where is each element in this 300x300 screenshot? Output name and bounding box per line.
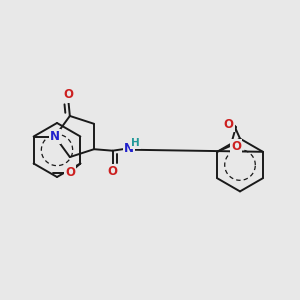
Text: O: O xyxy=(65,166,75,179)
Text: N: N xyxy=(124,142,134,155)
Text: H: H xyxy=(131,138,140,148)
Text: O: O xyxy=(224,118,234,131)
Text: O: O xyxy=(63,88,73,101)
Text: N: N xyxy=(50,130,60,143)
Text: O: O xyxy=(231,140,241,153)
Text: O: O xyxy=(108,165,118,178)
